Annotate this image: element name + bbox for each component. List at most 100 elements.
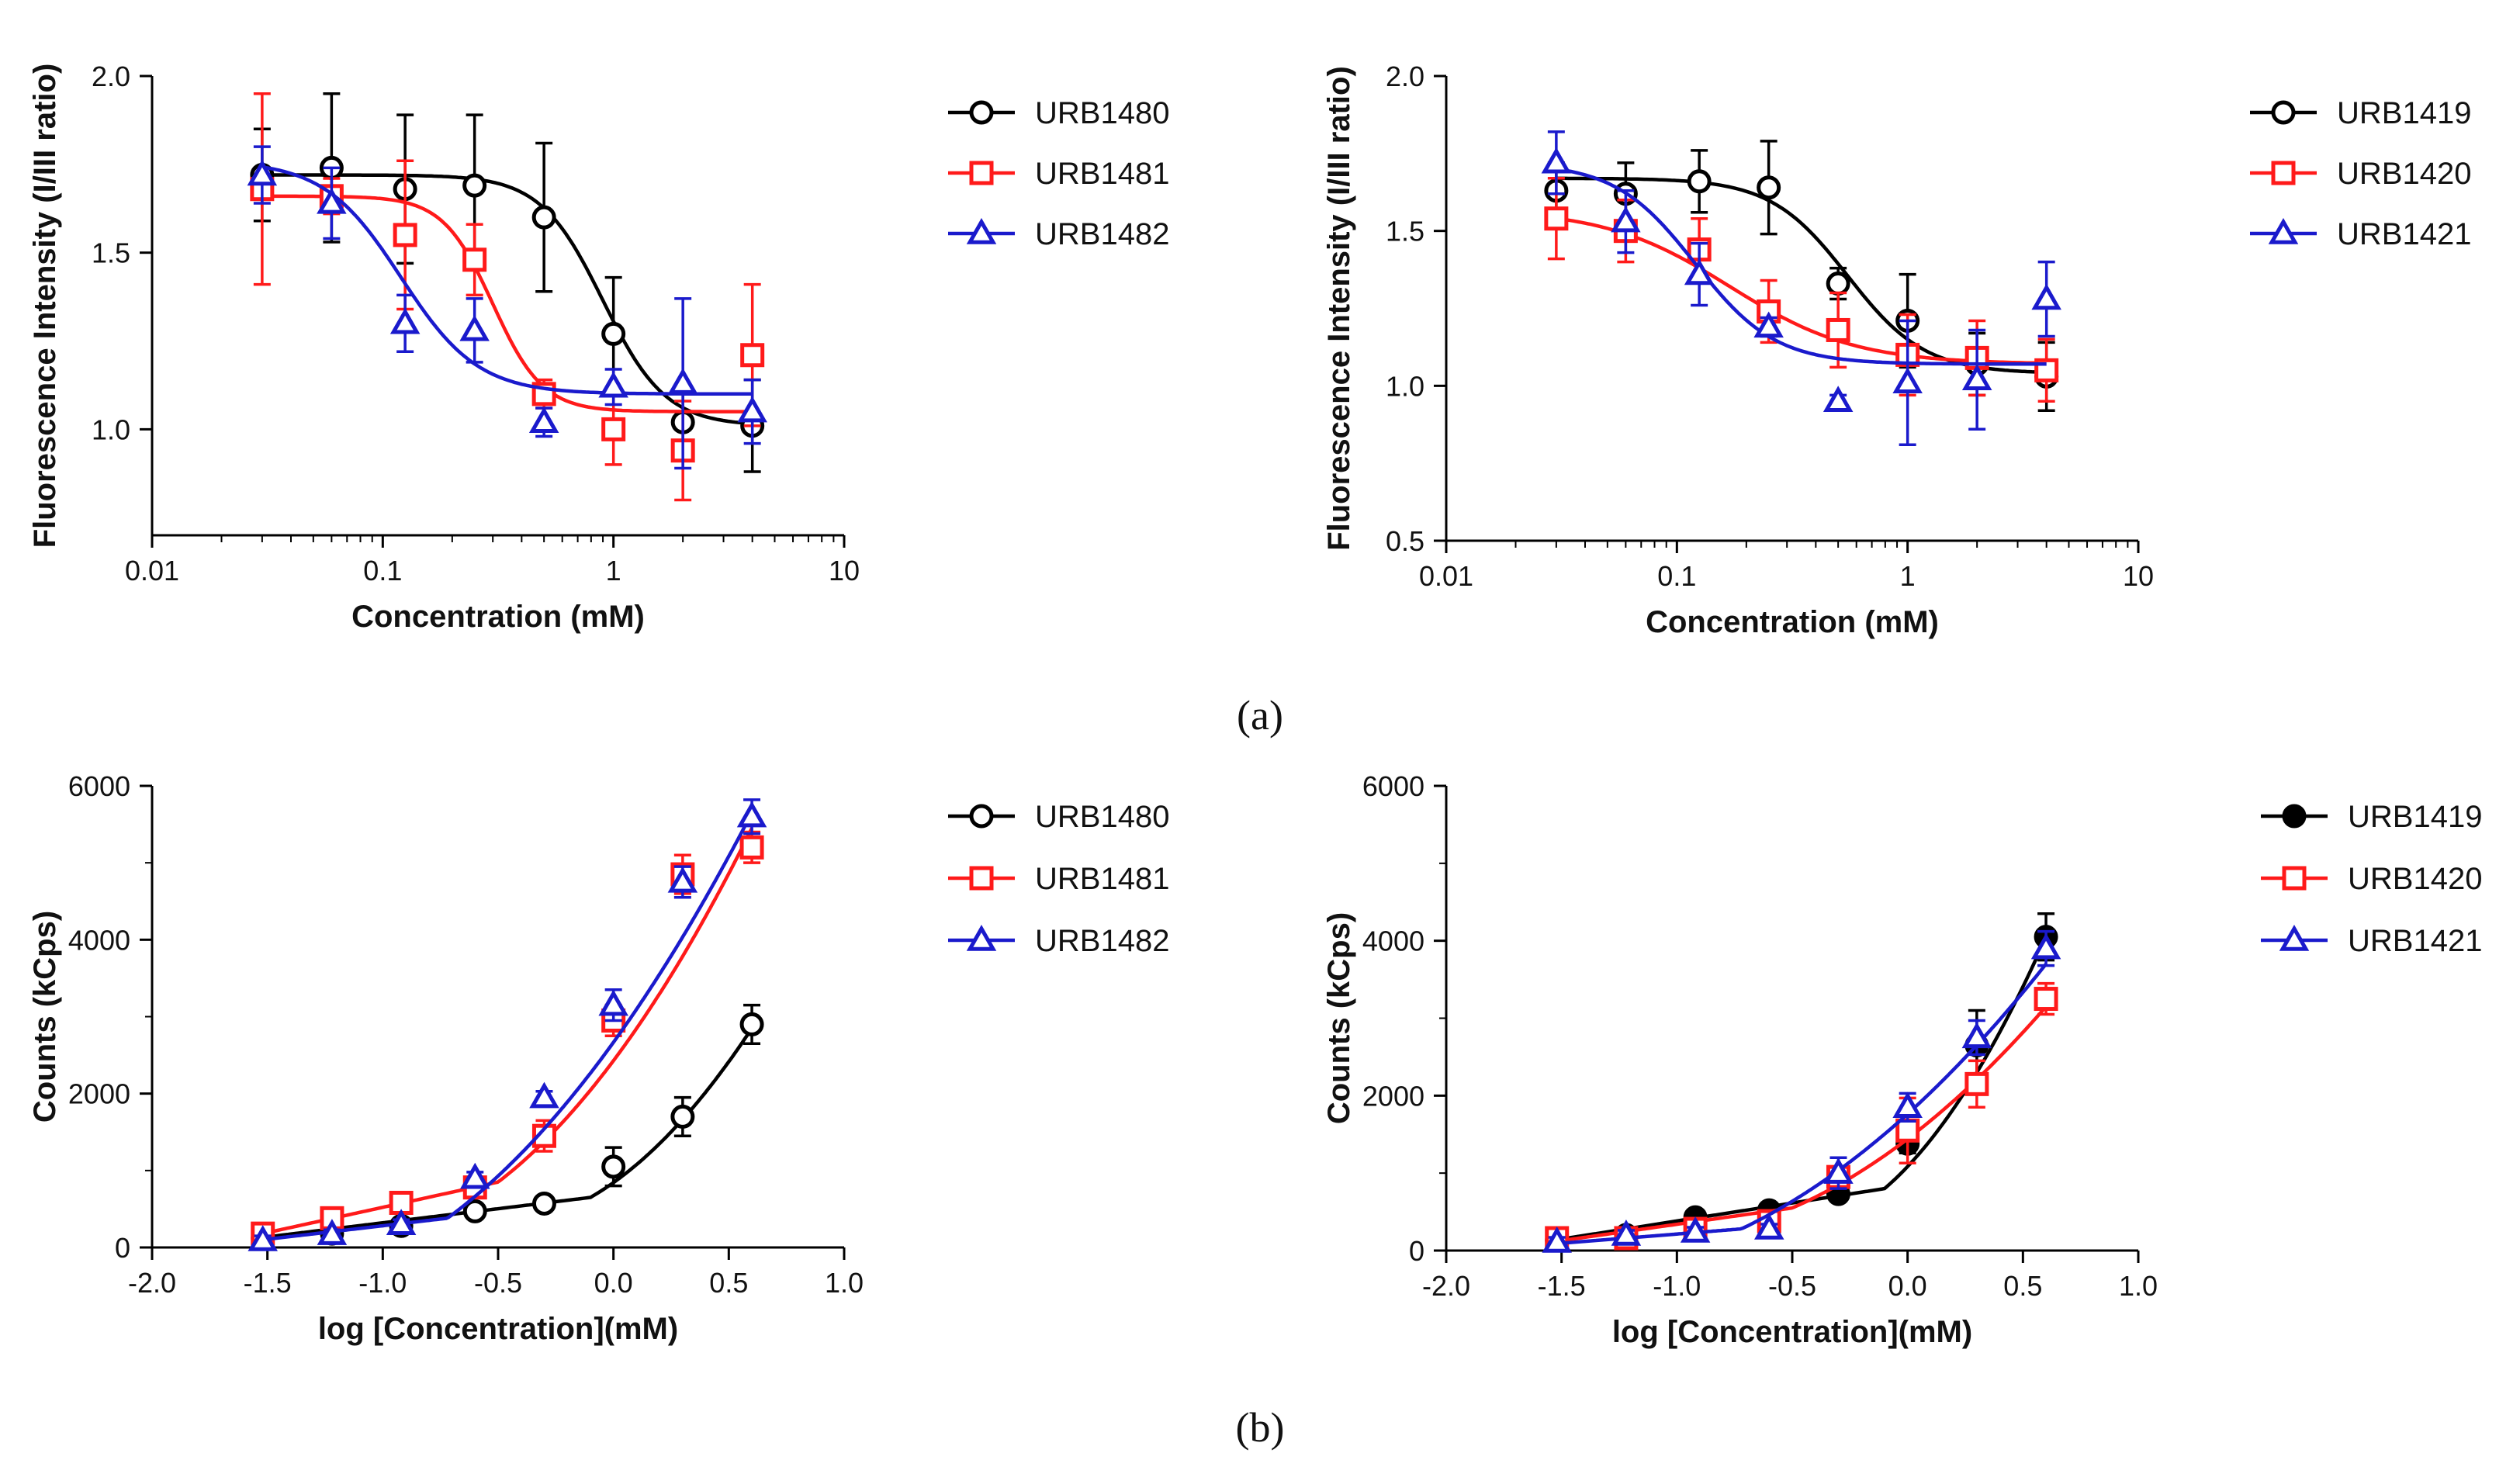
data-point xyxy=(529,1081,559,1109)
data-point xyxy=(528,407,559,433)
chart-a-right: 0.01 0.1 1 10 0.5 1.0 1.5 2.0 Concentration (mM)… xyxy=(1322,61,2471,639)
legend-label: URB1480 xyxy=(1035,96,1169,130)
legend-entry: URB1419 xyxy=(2250,96,2471,130)
x-tick-label: 10 xyxy=(829,555,860,586)
legend-entry: URB1482 xyxy=(948,217,1169,251)
data-point xyxy=(531,205,556,230)
data-point xyxy=(462,173,487,198)
legend-label: URB1480 xyxy=(1035,800,1169,834)
data-point xyxy=(1757,175,1781,200)
series-URB1481 xyxy=(250,92,765,502)
legend-label: URB1420 xyxy=(2337,157,2471,191)
data-point xyxy=(737,396,767,423)
data-point xyxy=(1892,367,1923,394)
x-axis-title: Concentration (mM) xyxy=(1646,605,1939,639)
x-axis-title: log [Concentration](mM) xyxy=(318,1312,678,1346)
legend-marker xyxy=(2282,804,2307,829)
legend-marker xyxy=(966,218,997,244)
fit-line xyxy=(262,1027,753,1240)
data-point xyxy=(667,866,698,893)
data-point xyxy=(462,1199,487,1223)
y-axis-title: Fluorescence Intensity (I/III ratio) xyxy=(1322,66,1356,551)
legend-marker xyxy=(2268,218,2299,244)
legend-label: URB1482 xyxy=(1035,217,1169,251)
legend-marker xyxy=(969,100,994,125)
legend-label: URB1419 xyxy=(2348,800,2482,834)
panel-label-a: (a) xyxy=(1237,692,1283,739)
legend-label: URB1481 xyxy=(1035,862,1169,896)
data-point xyxy=(1823,1157,1854,1184)
data-point xyxy=(1892,1092,1923,1119)
fit-line xyxy=(1556,216,2047,365)
data-point xyxy=(1964,1071,1989,1096)
y-tick-label: 0.5 xyxy=(1386,525,1424,557)
data-point xyxy=(386,1209,417,1235)
legend-entry: URB1482 xyxy=(948,924,1169,958)
data-point xyxy=(1826,317,1850,342)
x-tick-label: -1.0 xyxy=(358,1267,407,1299)
data-point xyxy=(739,835,764,860)
data-point xyxy=(1754,1213,1784,1240)
data-point xyxy=(1961,364,1992,391)
data-point xyxy=(1753,311,1784,338)
x-tick-label: -1.0 xyxy=(1653,1270,1701,1302)
x-tick-label: 0.0 xyxy=(1888,1270,1927,1302)
series-URB1482 xyxy=(247,145,767,470)
y-tick-label: 6000 xyxy=(68,770,130,802)
x-tick-label: 1.0 xyxy=(2119,1270,2158,1302)
data-point xyxy=(2031,283,2061,310)
legend-entry: URB1480 xyxy=(948,800,1169,834)
y-tick-label: 2000 xyxy=(68,1078,130,1110)
series-URB1420 xyxy=(1545,981,2058,1251)
x-axis-title: Concentration (mM) xyxy=(351,600,645,634)
series-URB1421 xyxy=(1542,929,2061,1253)
data-point xyxy=(736,801,767,828)
y-tick-label: 2.0 xyxy=(92,61,130,92)
legend-entry: URB1421 xyxy=(2250,217,2471,251)
data-point xyxy=(531,1191,556,1216)
data-point xyxy=(1961,1022,1992,1049)
legend-marker xyxy=(966,925,997,951)
y-axis-title: Fluorescence Intensity (I/III ratio) xyxy=(28,64,62,548)
data-point xyxy=(739,1012,764,1036)
fit-line xyxy=(1556,176,2047,375)
data-point xyxy=(2034,987,2058,1012)
data-point xyxy=(317,1219,348,1245)
data-point xyxy=(248,1225,278,1251)
data-point xyxy=(601,417,626,441)
data-point xyxy=(1895,1118,1920,1143)
data-point xyxy=(1822,386,1854,413)
y-tick-label: 2000 xyxy=(1362,1080,1424,1112)
data-point xyxy=(1680,1216,1711,1243)
fit-line xyxy=(1556,167,2047,366)
y-tick-label: 1.5 xyxy=(92,237,130,269)
data-point xyxy=(389,307,421,334)
legend-marker xyxy=(969,866,994,891)
data-point xyxy=(462,247,487,272)
data-point xyxy=(459,314,490,341)
series-URB1421 xyxy=(1541,130,2061,446)
data-point xyxy=(247,159,278,186)
data-point xyxy=(1541,147,1572,174)
legend-label: URB1420 xyxy=(2348,862,2482,896)
data-point xyxy=(460,1162,490,1189)
fit-line xyxy=(1556,1005,2048,1244)
x-tick-label: -1.5 xyxy=(1538,1270,1586,1302)
chart-b-right: -2.0 -1.5 -1.0 -0.5 0.0 0.5 1.0 0 2000 4000 6000 lo… xyxy=(1322,770,2482,1349)
fit-line xyxy=(262,811,754,1242)
x-tick-label: -0.5 xyxy=(1768,1270,1816,1302)
legend-entry: URB1420 xyxy=(2261,862,2482,896)
panel-label-b: (b) xyxy=(1236,1404,1285,1451)
x-tick-label: 1 xyxy=(606,555,621,586)
data-point xyxy=(1544,206,1569,231)
y-tick-label: 4000 xyxy=(1362,926,1424,957)
data-point xyxy=(601,1154,626,1179)
data-point xyxy=(1684,258,1715,285)
y-tick-label: 0 xyxy=(115,1232,130,1264)
legend-marker xyxy=(969,161,994,185)
x-tick-label: 0.01 xyxy=(125,555,179,586)
data-point xyxy=(1687,169,1712,194)
data-point xyxy=(393,223,417,247)
chart-a-left: 0.01 0.1 1 10 1.0 1.5 2.0 Concentration (mM) Flu… xyxy=(28,61,1169,634)
data-point xyxy=(2030,932,2061,960)
